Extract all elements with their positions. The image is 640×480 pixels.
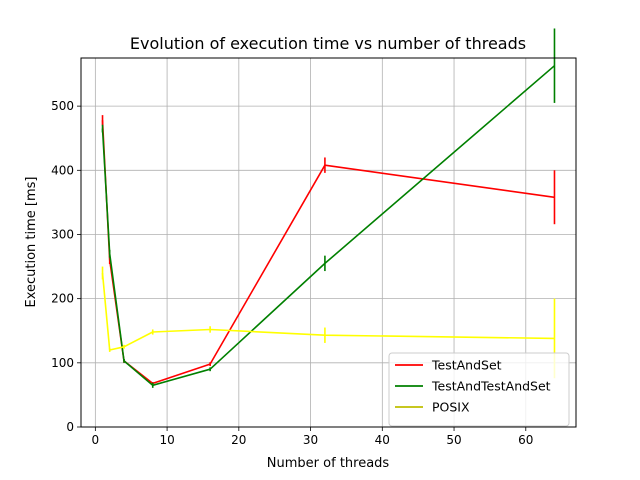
chart-title: Evolution of execution time vs number of…: [130, 34, 526, 53]
legend: TestAndSet TestAndTestAndSet POSIX: [388, 352, 570, 427]
x-tick-label-5: 50: [446, 433, 461, 447]
y-tick-label-5: 500: [51, 99, 74, 113]
x-tick-label-0: 0: [92, 433, 100, 447]
series-1: [101, 28, 556, 388]
legend-label-0: TestAndSet: [431, 358, 502, 373]
x-axis-label: Number of threads: [267, 456, 390, 471]
x-tick-label-6: 60: [518, 433, 533, 447]
series-lines: [101, 28, 556, 388]
plot-frame: [80, 57, 577, 428]
x-tick-label-3: 30: [303, 433, 318, 447]
series-0: [101, 115, 556, 385]
legend-box: [388, 352, 570, 427]
legend-label-1: TestAndTestAndSet: [431, 379, 551, 394]
series-line-2: [101, 272, 555, 351]
x-axis-ticks: 0 10 20 30 40 50 60: [92, 427, 533, 447]
grid: [81, 58, 576, 428]
x-tick-label-4: 40: [375, 433, 390, 447]
y-tick-label-2: 200: [51, 292, 74, 306]
legend-label-2: POSIX: [432, 400, 470, 415]
y-tick-label-1: 100: [51, 356, 74, 370]
y-axis-label: Execution time [ms]: [24, 176, 39, 307]
series-line-0: [101, 120, 555, 385]
x-tick-label-2: 20: [231, 433, 246, 447]
y-tick-label-4: 400: [51, 163, 74, 177]
y-tick-label-3: 300: [51, 227, 74, 241]
x-tick-label-1: 10: [159, 433, 174, 447]
y-tick-label-0: 0: [66, 420, 74, 434]
y-axis-ticks: 0 100 200 300 400 500: [51, 99, 81, 434]
series-2: [101, 266, 556, 379]
